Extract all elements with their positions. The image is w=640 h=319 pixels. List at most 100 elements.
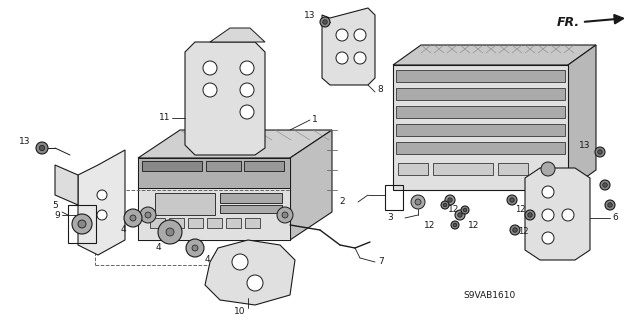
Bar xyxy=(226,218,241,228)
Bar xyxy=(138,188,290,240)
Polygon shape xyxy=(78,150,125,255)
Circle shape xyxy=(336,52,348,64)
Bar xyxy=(433,163,493,175)
Circle shape xyxy=(39,145,45,151)
Circle shape xyxy=(453,223,457,227)
Polygon shape xyxy=(185,42,265,155)
Circle shape xyxy=(528,213,532,217)
Text: 4: 4 xyxy=(204,256,210,264)
Circle shape xyxy=(158,220,182,244)
Circle shape xyxy=(458,213,462,217)
Circle shape xyxy=(542,232,554,244)
Circle shape xyxy=(542,209,554,221)
Bar xyxy=(385,185,403,210)
Circle shape xyxy=(455,210,465,220)
Circle shape xyxy=(97,210,107,220)
Circle shape xyxy=(525,210,535,220)
Circle shape xyxy=(354,29,366,41)
Text: 4: 4 xyxy=(155,243,161,253)
Circle shape xyxy=(140,207,156,223)
Polygon shape xyxy=(525,168,590,260)
Circle shape xyxy=(445,195,455,205)
Polygon shape xyxy=(393,45,596,65)
Text: 7: 7 xyxy=(378,257,384,266)
Circle shape xyxy=(240,83,254,97)
Circle shape xyxy=(608,203,612,207)
Polygon shape xyxy=(55,165,78,205)
Circle shape xyxy=(97,190,107,200)
Circle shape xyxy=(354,52,366,64)
Circle shape xyxy=(562,209,574,221)
Circle shape xyxy=(463,208,467,212)
Circle shape xyxy=(411,195,425,209)
Text: 11: 11 xyxy=(159,114,170,122)
Text: 5: 5 xyxy=(52,201,58,210)
Circle shape xyxy=(320,17,330,27)
Bar xyxy=(498,163,528,175)
Circle shape xyxy=(130,215,136,221)
Circle shape xyxy=(166,228,174,236)
Circle shape xyxy=(595,147,605,157)
Circle shape xyxy=(36,142,48,154)
Text: S9VAB1610: S9VAB1610 xyxy=(464,291,516,300)
Circle shape xyxy=(145,212,151,218)
Bar xyxy=(169,218,184,228)
Circle shape xyxy=(203,83,217,97)
Bar xyxy=(396,70,565,82)
Polygon shape xyxy=(205,240,295,305)
Polygon shape xyxy=(290,130,332,240)
Circle shape xyxy=(186,239,204,257)
Text: 1: 1 xyxy=(312,115,317,123)
Circle shape xyxy=(443,203,447,207)
Bar xyxy=(68,205,96,243)
Bar xyxy=(396,106,565,118)
Text: 3: 3 xyxy=(387,213,393,222)
Bar xyxy=(220,193,282,203)
Bar xyxy=(220,205,282,213)
Circle shape xyxy=(282,212,288,218)
Circle shape xyxy=(203,61,217,75)
Bar xyxy=(396,124,565,136)
Bar xyxy=(207,218,222,228)
Bar xyxy=(396,142,565,154)
Bar xyxy=(155,193,215,215)
Text: 8: 8 xyxy=(377,85,383,94)
Bar xyxy=(398,163,428,175)
Circle shape xyxy=(415,199,421,205)
Bar xyxy=(206,161,241,171)
Circle shape xyxy=(510,225,520,235)
Text: 12: 12 xyxy=(468,220,479,229)
Circle shape xyxy=(603,183,607,187)
Circle shape xyxy=(507,195,517,205)
Circle shape xyxy=(247,275,263,291)
Text: FR.: FR. xyxy=(557,16,580,28)
Polygon shape xyxy=(138,158,290,240)
Polygon shape xyxy=(568,45,596,190)
Circle shape xyxy=(513,228,517,232)
Bar xyxy=(138,158,290,188)
Circle shape xyxy=(542,186,554,198)
Circle shape xyxy=(451,221,459,229)
Text: 13: 13 xyxy=(303,11,315,20)
Circle shape xyxy=(192,245,198,251)
Circle shape xyxy=(72,214,92,234)
Circle shape xyxy=(323,20,327,24)
Circle shape xyxy=(509,198,515,202)
Circle shape xyxy=(277,207,293,223)
Text: 4: 4 xyxy=(120,226,126,234)
Text: 6: 6 xyxy=(612,213,618,222)
Polygon shape xyxy=(393,65,568,190)
Circle shape xyxy=(600,180,610,190)
Circle shape xyxy=(336,29,348,41)
Text: 2: 2 xyxy=(339,197,345,206)
Polygon shape xyxy=(138,130,332,158)
Circle shape xyxy=(78,220,86,228)
Bar xyxy=(150,218,165,228)
Bar xyxy=(245,218,260,228)
Text: 12: 12 xyxy=(448,205,460,214)
Circle shape xyxy=(232,254,248,270)
Polygon shape xyxy=(210,28,265,42)
Text: 12: 12 xyxy=(515,205,525,214)
Circle shape xyxy=(124,209,142,227)
Text: 12: 12 xyxy=(518,227,529,236)
